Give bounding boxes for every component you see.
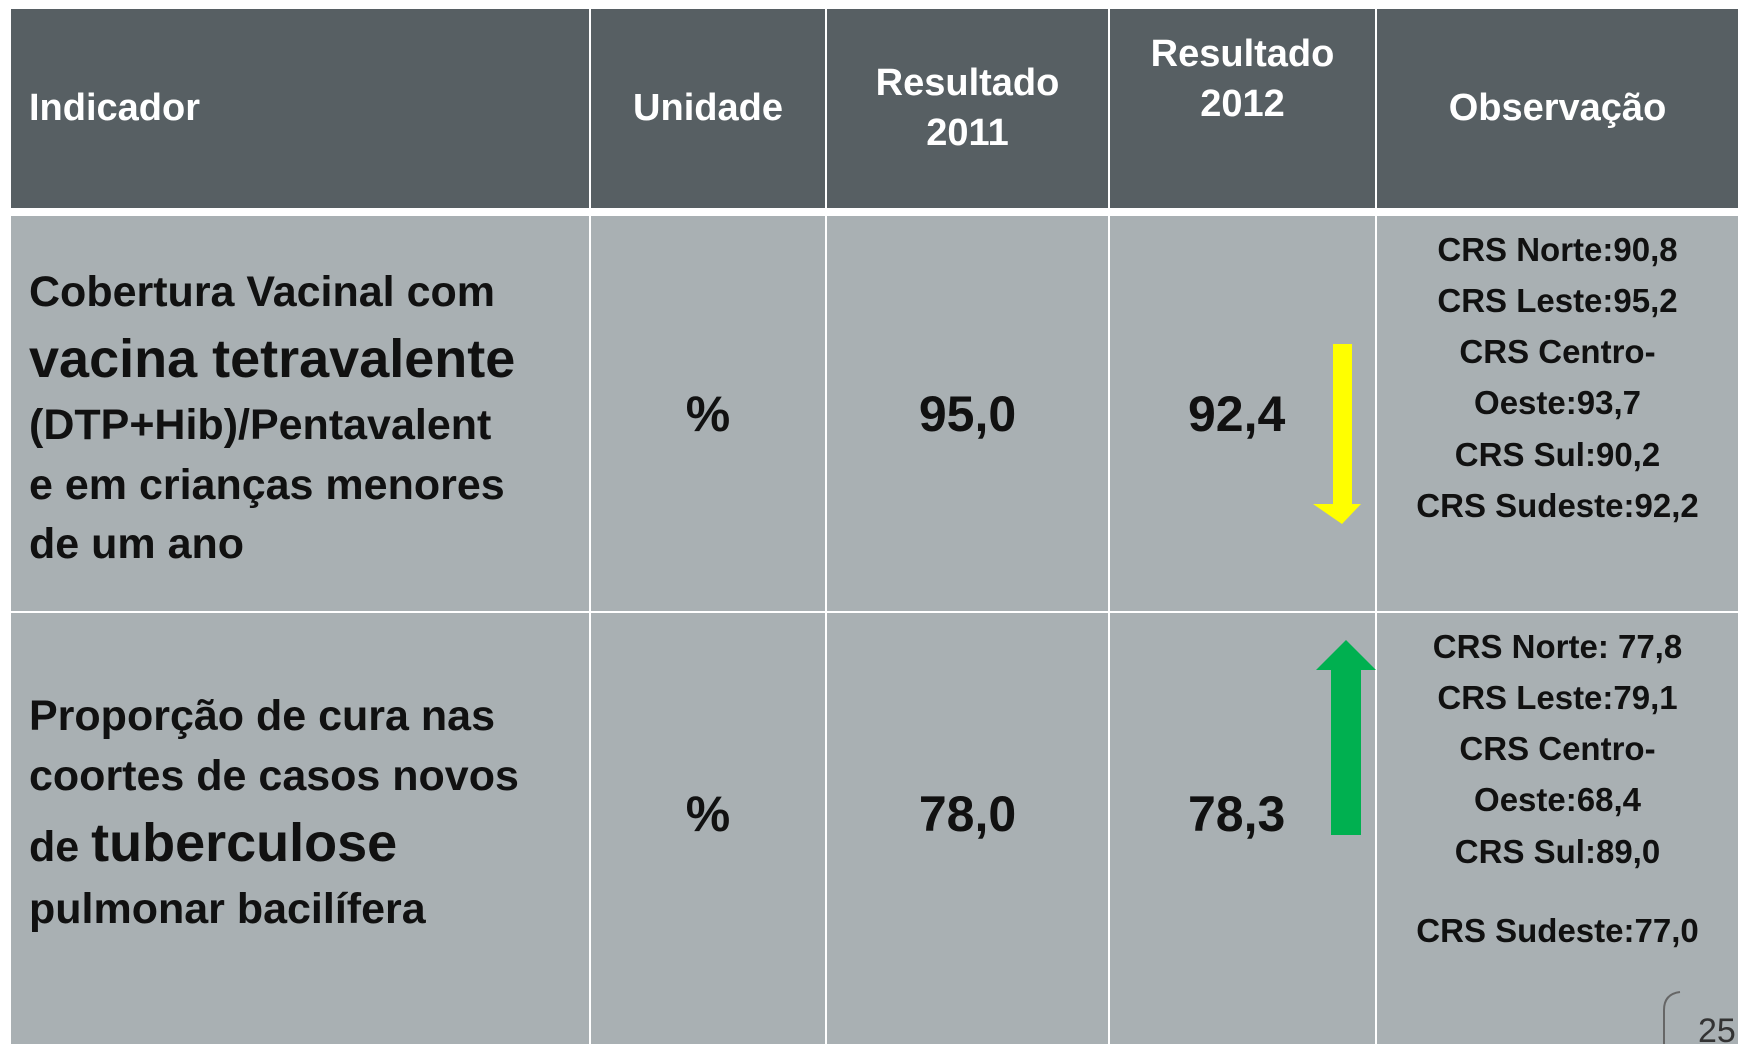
result-cell: 78,3 [1110, 613, 1375, 1044]
observation: CRS Norte: 77,8 [1432, 628, 1683, 665]
observation: CRS Sul:90,2 [1454, 435, 1661, 473]
result: 95,0 [918, 385, 1017, 442]
indicator-line: vacina tetravalente [29, 328, 516, 389]
indicator-line: (DTP+Hib)/Pentavalent [29, 401, 492, 450]
header-text: Indicador [29, 86, 201, 129]
indicator-segment: tuberculose [91, 812, 398, 873]
result-cell: 92,4 [1110, 216, 1375, 611]
header-text: Unidade [633, 86, 783, 129]
page-number: 25 [1698, 1012, 1736, 1050]
indicator-cell: Cobertura Vacinal com vacina tetravalent… [11, 216, 589, 611]
header-cell: Unidade [591, 9, 825, 208]
observation: Oeste:68,4 [1474, 781, 1641, 819]
indicator-line: coortes de casos novos [29, 751, 519, 800]
indicator-line: de um ano [29, 520, 245, 569]
header-text: 2011 [926, 111, 1009, 154]
indicator-line: Cobertura Vacinal com [29, 267, 495, 316]
header-text: Resultado [1150, 33, 1335, 76]
indicator-segment: de [29, 822, 80, 871]
observation: CRS Norte:90,8 [1437, 231, 1678, 268]
result-cell: 95,0 [827, 216, 1108, 611]
observation: CRS Centro- [1459, 730, 1656, 768]
observation-cell: CRS Norte:90,8 CRS Leste:95,2 CRS Centro… [1377, 216, 1738, 611]
observation: CRS Sudeste:77,0 [1416, 911, 1699, 949]
indicator-line: de tuberculose [29, 806, 397, 881]
observation-cell: CRS Norte: 77,8 CRS Leste:79,1 CRS Centr… [1377, 613, 1738, 1044]
observation: Oeste:93,7 [1474, 384, 1641, 422]
result-cell: 78,0 [827, 613, 1108, 1044]
header-text: 2012 [1200, 82, 1285, 125]
observation: CRS Sudeste:92,2 [1416, 486, 1699, 524]
observation: CRS Centro- [1459, 333, 1656, 371]
unit: % [685, 785, 731, 842]
header-text: Resultado [875, 62, 1060, 105]
header-text: Observação [1448, 86, 1667, 129]
indicator-line: Proporção de cura nas [29, 692, 495, 741]
indicator-line: pulmonar bacilífera [29, 885, 426, 934]
result: 92,4 [1188, 385, 1286, 442]
observation: CRS Sul:89,0 [1454, 832, 1661, 870]
indicator-line: e em crianças menores [29, 460, 505, 509]
header-cell: Observação [1377, 9, 1738, 208]
result: 78,0 [918, 785, 1017, 842]
unit-cell: % [591, 613, 825, 1044]
indicator-cell: Proporção de cura nas coortes de casos n… [11, 613, 589, 1044]
observation: CRS Leste:79,1 [1437, 679, 1678, 717]
header-cell: Resultado 2012 [1110, 9, 1375, 208]
header-cell: Indicador [11, 9, 589, 208]
unit-cell: % [591, 216, 825, 611]
header-cell: Resultado 2011 [827, 9, 1108, 208]
observation: CRS Leste:95,2 [1437, 282, 1678, 320]
result: 78,3 [1188, 785, 1286, 842]
unit: % [685, 385, 731, 442]
